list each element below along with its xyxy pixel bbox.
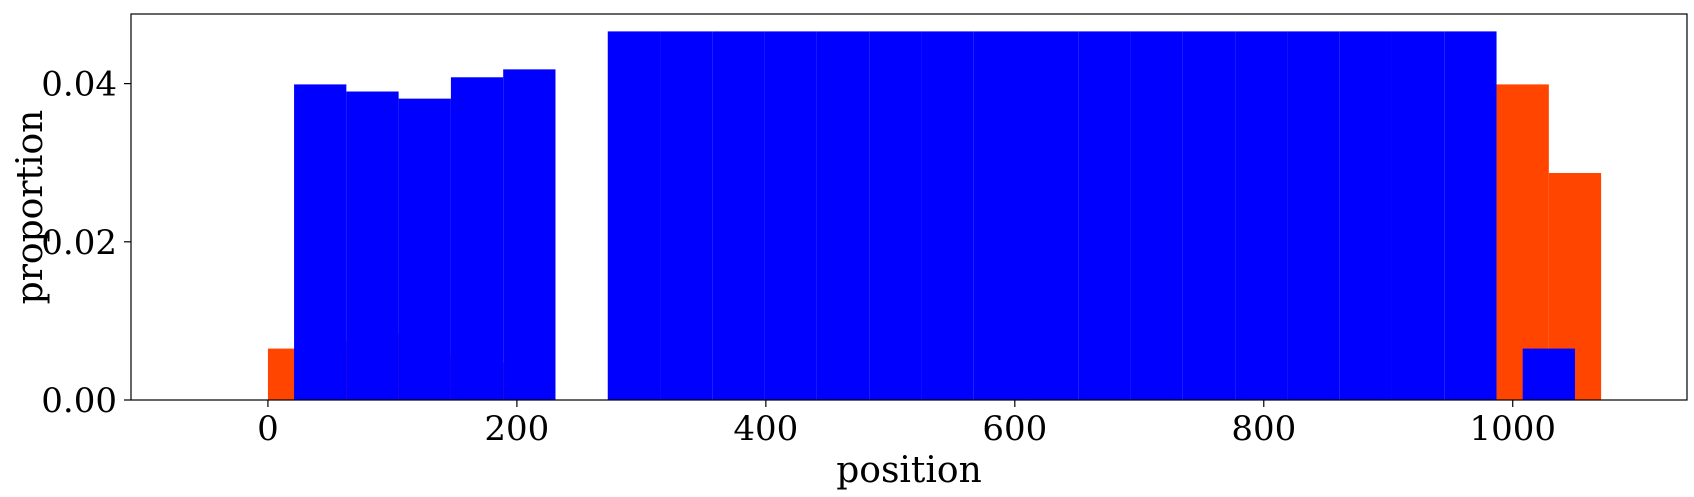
x-axis-label: position — [836, 450, 982, 491]
bars-group — [267, 31, 1602, 401]
bar-s1-9 — [816, 31, 870, 400]
y-axis-label: proportion — [10, 110, 51, 305]
bar-s1-1 — [346, 91, 399, 401]
bar-s1-17 — [1235, 31, 1288, 400]
bar-s1-3 — [450, 77, 504, 400]
bar-s1-12 — [973, 31, 1027, 400]
bar-s1-7 — [712, 31, 765, 400]
bar-s1-13 — [1026, 31, 1079, 400]
bar-s1-20 — [1391, 31, 1445, 400]
bar-s1-11 — [921, 31, 974, 400]
x-tick-label: 800 — [1231, 409, 1296, 449]
bar-s1-16 — [1182, 31, 1236, 400]
plot-frame — [130, 13, 1688, 401]
bar-s1-6 — [660, 31, 713, 400]
bar-s1-0 — [294, 84, 347, 401]
bar-s1-22 — [1522, 348, 1575, 400]
bar-s1-18 — [1287, 31, 1340, 400]
bar-s1-21 — [1444, 31, 1497, 400]
x-tick-label: 1000 — [1469, 409, 1556, 449]
x-tick-label: 600 — [982, 409, 1047, 449]
bar-s1-2 — [398, 98, 451, 400]
x-tick-label: 200 — [484, 409, 549, 449]
x-axis-ticks: 0 200 400 600 800 1000 — [257, 400, 1556, 449]
bar-s1-14 — [1078, 31, 1131, 400]
bar-s1-19 — [1339, 31, 1392, 400]
bar-s1-15 — [1130, 31, 1183, 400]
x-tick-label: 0 — [257, 409, 279, 449]
y-axis-ticks: 0.00 0.02 0.04 — [41, 65, 131, 421]
x-tick-label: 400 — [733, 409, 798, 449]
bar-s1-8 — [764, 31, 817, 400]
y-tick-label: 0.02 — [41, 223, 117, 263]
y-tick-label: 0.00 — [41, 381, 117, 421]
y-tick-label: 0.04 — [41, 65, 117, 105]
bar-s1-10 — [869, 31, 922, 400]
bar-s0-5 — [1496, 84, 1549, 401]
bar-s1-5 — [607, 31, 661, 400]
bar-s1-4 — [503, 69, 556, 401]
